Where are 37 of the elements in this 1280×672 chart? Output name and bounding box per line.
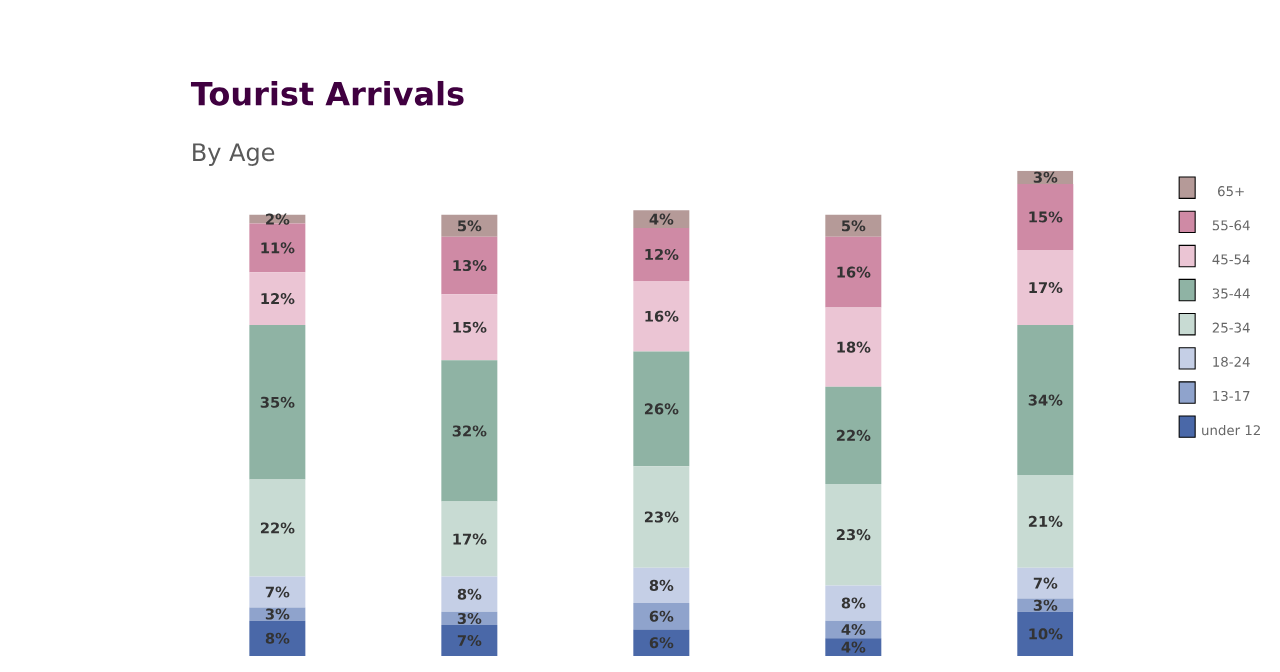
bar	[249, 479, 306, 577]
bar	[249, 272, 306, 326]
bar	[825, 307, 882, 387]
bar	[1017, 567, 1074, 599]
bar	[633, 351, 690, 467]
bar	[1017, 250, 1074, 326]
bar	[249, 576, 306, 608]
bar	[633, 210, 690, 229]
bar	[441, 294, 498, 361]
bar	[633, 228, 690, 281]
bar	[825, 386, 882, 484]
bar	[441, 214, 498, 237]
bar	[633, 629, 690, 656]
bar	[441, 501, 498, 577]
bar	[249, 223, 306, 273]
bar	[249, 620, 306, 656]
chart-title: Tourist Arrivals	[190, 80, 464, 106]
bar	[825, 638, 882, 656]
bar	[441, 236, 498, 295]
bar	[633, 466, 690, 568]
bar	[249, 325, 306, 480]
bar	[633, 280, 690, 352]
bar	[825, 483, 882, 586]
bar	[1017, 475, 1074, 568]
chart-subtitle: By Age	[193, 143, 275, 166]
bar	[441, 576, 498, 612]
bar	[1017, 611, 1074, 656]
bar	[441, 625, 498, 656]
bar	[633, 567, 690, 604]
bar	[441, 360, 498, 502]
bar	[825, 585, 882, 621]
bar	[1017, 183, 1074, 251]
bar	[825, 236, 882, 308]
bar	[825, 214, 882, 237]
bar	[1017, 325, 1074, 476]
bar	[249, 607, 306, 621]
bar	[633, 603, 690, 630]
